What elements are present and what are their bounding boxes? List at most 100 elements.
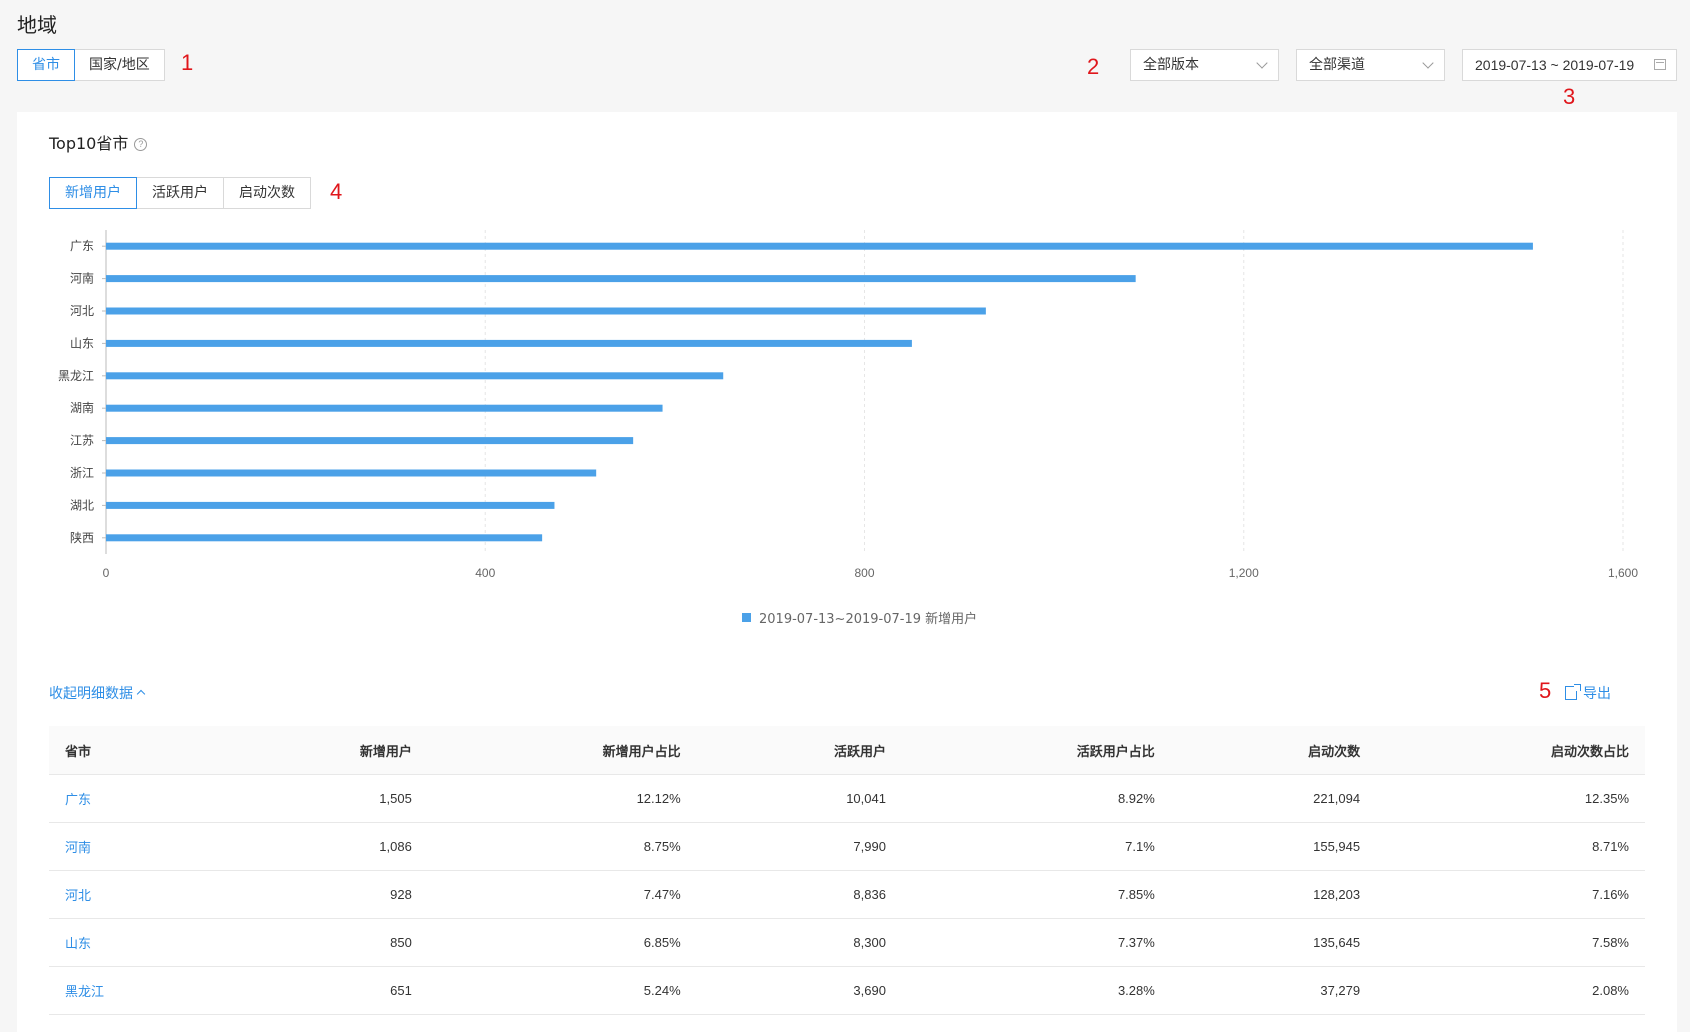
table-cell: 8.71% [1376,822,1645,871]
table-cell: 850 [222,918,428,967]
date-range-picker[interactable]: 2019-07-13 ~ 2019-07-19 [1462,49,1677,81]
table-cell: 7.37% [901,918,1171,967]
bar[interactable] [106,275,1136,283]
table-cell: 12.12% [427,774,697,823]
tab-province[interactable]: 省市 [17,49,75,81]
bar[interactable] [106,372,724,380]
table-cell: 3,690 [696,966,902,1015]
table-header-row: 省市 新增用户 新增用户占比 活跃用户 活跃用户占比 启动次数 启动次数占比 [49,726,1645,775]
table-cell: 928 [222,870,428,919]
tab-launch-count[interactable]: 启动次数 [223,177,311,209]
table-cell: 651 [222,966,428,1015]
table-body: 广东 1,505 12.12% 10,041 8.92% 221,094 12.35% 河南 1… [49,774,1645,1015]
export-label: 导出 [1583,686,1611,702]
bar[interactable] [106,339,912,347]
annotation-marker-4: 4 [330,179,343,204]
y-category-label: 浙江 [70,466,94,480]
column-header: 启动次数占比 [1376,726,1645,775]
bar[interactable] [106,437,634,445]
y-category-label: 黑龙江 [58,369,94,383]
table-row: 山东 850 6.85% 8,300 7.37% 135,645 7.58% [49,918,1645,967]
table-cell: 1,086 [222,822,428,871]
table-cell: 8.92% [901,774,1171,823]
y-category-label: 江苏 [70,434,94,448]
y-category-label: 陕西 [70,530,94,545]
y-category-label: 山东 [70,336,94,350]
bar[interactable] [106,469,597,477]
version-select-value: 全部版本 [1143,57,1199,73]
version-select[interactable]: 全部版本 [1130,49,1279,81]
table-cell: 6.85% [427,918,697,967]
province-link[interactable]: 广东 [49,774,223,823]
province-link[interactable]: 山东 [49,918,223,967]
export-button[interactable]: 导出 [1565,683,1611,703]
province-link[interactable]: 河北 [49,870,223,919]
top10-card: Top10省市? 新增用户 活跃用户 启动次数 4 0 400 800 1,200 1,… [17,112,1677,1032]
bar[interactable] [106,404,663,412]
column-header: 活跃用户占比 [901,726,1171,775]
annotation-marker-2: 2 [1087,54,1100,79]
legend-label: 2019-07-13~2019-07-19 新增用户 [759,612,978,627]
column-header: 活跃用户 [696,726,902,775]
table-cell: 8.75% [427,822,697,871]
y-category-label: 河北 [70,304,94,318]
y-category-label: 广东 [70,239,94,253]
table-cell: 1,505 [222,774,428,823]
tab-active-users[interactable]: 活跃用户 [136,177,224,209]
calendar-icon [1654,59,1666,70]
channel-select[interactable]: 全部渠道 [1296,49,1445,81]
table-cell: 7,990 [696,822,902,871]
y-category-label: 湖南 [70,400,94,415]
collapse-detail-label: 收起明细数据 [49,686,133,702]
annotation-marker-3: 3 [1563,84,1576,109]
column-header: 新增用户占比 [427,726,697,775]
collapse-detail-link[interactable]: 收起明细数据 [49,683,146,703]
date-range-value: 2019-07-13 ~ 2019-07-19 [1475,57,1635,73]
chevron-up-icon [136,689,146,699]
chevron-down-icon [1422,57,1434,69]
province-link[interactable]: 河南 [49,822,223,871]
table-cell: 7.85% [901,870,1171,919]
table-cell: 7.58% [1376,918,1645,967]
bar[interactable] [106,534,543,542]
tab-new-users[interactable]: 新增用户 [49,177,137,209]
province-link[interactable]: 黑龙江 [49,966,223,1015]
table-cell: 135,645 [1170,918,1377,967]
table-cell: 7.1% [901,822,1171,871]
region-tab-group: 省市 国家/地区 [17,49,165,81]
channel-select-value: 全部渠道 [1309,57,1365,73]
annotation-marker-1: 1 [181,50,194,75]
export-icon [1565,684,1581,700]
table-cell: 2.08% [1376,966,1645,1015]
table-row: 河南 1,086 8.75% 7,990 7.1% 155,945 8.71% [49,822,1645,871]
help-icon[interactable]: ? [134,138,148,151]
table-cell: 37,279 [1170,966,1377,1015]
table-cell: 155,945 [1170,822,1377,871]
table-row: 黑龙江 651 5.24% 3,690 3.28% 37,279 2.08% [49,966,1645,1015]
bar[interactable] [106,307,986,315]
column-header: 省市 [49,726,223,775]
x-tick-label: 800 [854,566,874,580]
card-title: Top10省市? [49,130,148,154]
table-cell: 128,203 [1170,870,1377,919]
x-tick-label: 1,600 [1608,566,1638,580]
y-category-label: 湖北 [70,497,94,512]
tab-country-region[interactable]: 国家/地区 [74,49,165,81]
table-row: 河北 928 7.47% 8,836 7.85% 128,203 7.16% [49,870,1645,919]
detail-table: 省市 新增用户 新增用户占比 活跃用户 活跃用户占比 启动次数 启动次数占比 广东 1,505… [49,726,1645,1015]
y-category-label: 河南 [70,271,94,286]
bar[interactable] [106,242,1533,250]
column-header: 启动次数 [1170,726,1377,775]
table-cell: 10,041 [696,774,902,823]
chart-legend[interactable]: 2019-07-13~2019-07-19 新增用户 [742,608,977,627]
x-tick-label: 400 [475,566,495,580]
legend-swatch [742,613,751,622]
table-cell: 3.28% [901,966,1171,1015]
chevron-down-icon [1256,57,1268,69]
bar[interactable] [106,501,555,509]
table-cell: 7.16% [1376,870,1645,919]
page-title: 地域 [17,13,57,37]
x-tick-label: 1,200 [1229,566,1259,580]
table-cell: 5.24% [427,966,697,1015]
